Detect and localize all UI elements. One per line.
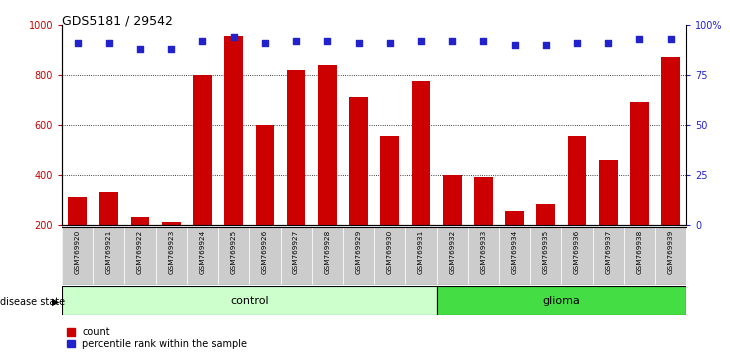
Bar: [124, 227, 155, 285]
Bar: [593, 227, 624, 285]
Bar: [193, 75, 212, 225]
Bar: [499, 227, 530, 285]
Point: [321, 38, 333, 44]
Bar: [505, 211, 524, 225]
Text: GSM769925: GSM769925: [231, 229, 237, 274]
Point: [72, 40, 83, 46]
Bar: [99, 192, 118, 225]
Bar: [187, 227, 218, 285]
Text: GSM769922: GSM769922: [137, 229, 143, 274]
Text: GSM769934: GSM769934: [512, 229, 518, 274]
Text: GSM769933: GSM769933: [480, 229, 486, 274]
Bar: [568, 136, 586, 225]
Bar: [62, 227, 93, 285]
Point: [634, 36, 645, 42]
Bar: [437, 286, 686, 315]
Point: [665, 36, 677, 42]
Bar: [62, 286, 437, 315]
Point: [477, 38, 489, 44]
Bar: [380, 136, 399, 225]
Text: GSM769936: GSM769936: [574, 229, 580, 274]
Point: [602, 40, 614, 46]
Bar: [374, 227, 405, 285]
Bar: [131, 217, 150, 225]
Point: [509, 42, 520, 48]
Text: GSM769920: GSM769920: [74, 229, 80, 274]
Text: GSM769935: GSM769935: [543, 229, 549, 274]
Point: [166, 46, 177, 52]
Text: GSM769938: GSM769938: [637, 229, 642, 274]
Text: GSM769939: GSM769939: [668, 229, 674, 274]
Bar: [155, 227, 187, 285]
Bar: [343, 227, 374, 285]
Text: GSM769929: GSM769929: [356, 229, 361, 274]
Point: [103, 40, 115, 46]
Bar: [624, 227, 655, 285]
Bar: [661, 57, 680, 225]
Text: GSM769924: GSM769924: [199, 229, 205, 274]
Bar: [599, 160, 618, 225]
Bar: [530, 227, 561, 285]
Text: GDS5181 / 29542: GDS5181 / 29542: [62, 14, 173, 27]
Text: GSM769931: GSM769931: [418, 229, 424, 274]
Text: GSM769937: GSM769937: [605, 229, 611, 274]
Bar: [655, 227, 686, 285]
Bar: [224, 36, 243, 225]
Bar: [287, 70, 305, 225]
Text: GSM769921: GSM769921: [106, 229, 112, 274]
Text: GSM769927: GSM769927: [293, 229, 299, 274]
Bar: [318, 65, 337, 225]
Point: [259, 40, 271, 46]
Text: GSM769930: GSM769930: [387, 229, 393, 274]
Point: [196, 38, 208, 44]
Bar: [280, 227, 312, 285]
Point: [228, 34, 239, 40]
Point: [291, 38, 302, 44]
Point: [384, 40, 396, 46]
Point: [134, 46, 146, 52]
Point: [415, 38, 427, 44]
Bar: [474, 177, 493, 225]
Point: [353, 40, 364, 46]
Bar: [255, 125, 274, 225]
Bar: [312, 227, 343, 285]
Point: [446, 38, 458, 44]
Bar: [443, 175, 461, 225]
Point: [540, 42, 552, 48]
Bar: [69, 197, 87, 225]
Bar: [412, 81, 430, 225]
Bar: [537, 204, 555, 225]
Text: GSM769926: GSM769926: [262, 229, 268, 274]
Bar: [218, 227, 250, 285]
Bar: [561, 227, 593, 285]
Bar: [437, 227, 468, 285]
Text: GSM769923: GSM769923: [169, 229, 174, 274]
Bar: [405, 227, 437, 285]
Text: control: control: [230, 296, 269, 306]
Bar: [162, 222, 180, 225]
Point: [571, 40, 583, 46]
Bar: [349, 97, 368, 225]
Text: GSM769928: GSM769928: [324, 229, 330, 274]
Text: GSM769932: GSM769932: [449, 229, 455, 274]
Bar: [630, 102, 649, 225]
Legend: count, percentile rank within the sample: count, percentile rank within the sample: [67, 327, 247, 349]
Text: ▶: ▶: [52, 297, 59, 307]
Text: disease state: disease state: [0, 297, 65, 307]
Text: glioma: glioma: [542, 296, 580, 306]
Bar: [468, 227, 499, 285]
Bar: [93, 227, 124, 285]
Bar: [249, 227, 280, 285]
